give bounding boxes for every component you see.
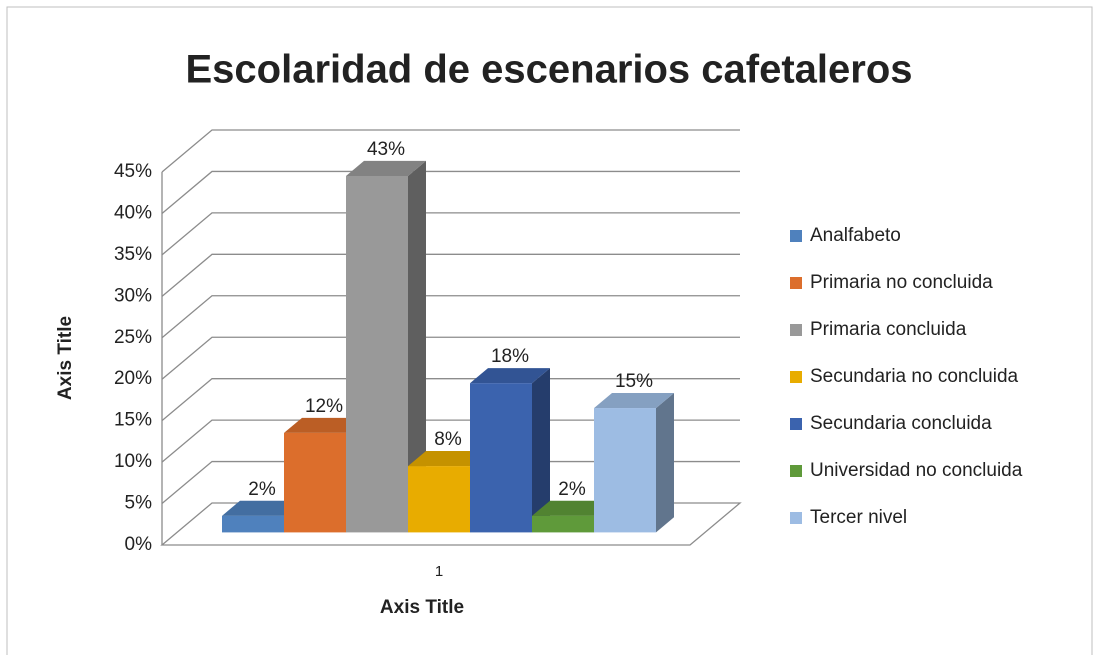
y-tick-label: 5% bbox=[125, 493, 153, 514]
grid-line bbox=[161, 295, 740, 339]
bar-side bbox=[656, 392, 674, 533]
legend-label: Secundaria concluida bbox=[810, 413, 992, 434]
grid-line bbox=[161, 212, 740, 256]
bar bbox=[222, 515, 284, 533]
bar-top bbox=[408, 450, 488, 467]
y-tick-label: 45% bbox=[114, 161, 152, 182]
y-tick-label: 15% bbox=[114, 410, 152, 431]
y-tick-label: 25% bbox=[114, 327, 152, 348]
legend-swatch bbox=[790, 512, 802, 524]
legend-label: Universidad no concluida bbox=[810, 460, 1023, 481]
bar-top bbox=[594, 392, 674, 409]
bar-side bbox=[532, 368, 550, 533]
x-axis-title: Axis Title bbox=[380, 597, 464, 618]
legend-swatch bbox=[790, 277, 802, 289]
value-label: 2% bbox=[558, 479, 586, 500]
legend-label: Secundaria no concluida bbox=[810, 366, 1019, 387]
bar bbox=[346, 175, 408, 533]
bar-top bbox=[470, 368, 550, 384]
grid-line bbox=[161, 170, 740, 214]
grid-line bbox=[161, 460, 740, 505]
legend-label: Analfabeto bbox=[810, 225, 901, 246]
bar bbox=[408, 466, 470, 533]
bar-top bbox=[346, 160, 426, 176]
grid-line bbox=[161, 129, 740, 173]
bar bbox=[284, 432, 346, 533]
grid-line bbox=[161, 336, 740, 380]
grid-line bbox=[161, 419, 740, 463]
legend-label: Primaria concluida bbox=[810, 319, 967, 340]
bar bbox=[594, 408, 656, 533]
x-tick-label: 1 bbox=[435, 563, 443, 580]
legend-swatch bbox=[790, 324, 802, 336]
bar-top bbox=[532, 500, 612, 516]
bar-side bbox=[408, 160, 426, 533]
legend-swatch bbox=[790, 418, 802, 430]
value-label: 2% bbox=[248, 479, 276, 500]
value-label: 15% bbox=[615, 371, 653, 392]
value-label: 12% bbox=[305, 396, 343, 417]
chart-title: Escolaridad de escenarios cafetaleros bbox=[185, 48, 912, 92]
value-label: 8% bbox=[434, 429, 462, 450]
y-tick-label: 20% bbox=[114, 368, 152, 389]
legend-swatch bbox=[790, 465, 802, 477]
grid-line bbox=[161, 253, 740, 297]
grid-line bbox=[161, 378, 740, 422]
y-tick-label: 40% bbox=[114, 202, 152, 223]
bar bbox=[470, 383, 532, 533]
value-label: 43% bbox=[367, 139, 405, 160]
bar-top bbox=[222, 500, 302, 516]
y-axis-title: Axis Title bbox=[55, 316, 76, 400]
y-tick-label: 35% bbox=[114, 244, 152, 265]
legend-label: Primaria no concluida bbox=[810, 272, 993, 293]
bar-top bbox=[284, 417, 364, 433]
y-tick-label: 30% bbox=[114, 285, 152, 306]
legend-swatch bbox=[790, 230, 802, 242]
bar bbox=[532, 515, 594, 533]
y-tick-label: 0% bbox=[125, 534, 153, 555]
value-label: 18% bbox=[491, 346, 529, 367]
legend-swatch bbox=[790, 371, 802, 383]
chart-frame bbox=[6, 6, 1093, 655]
legend-label: Tercer nivel bbox=[810, 507, 907, 528]
y-tick-label: 10% bbox=[114, 451, 152, 472]
